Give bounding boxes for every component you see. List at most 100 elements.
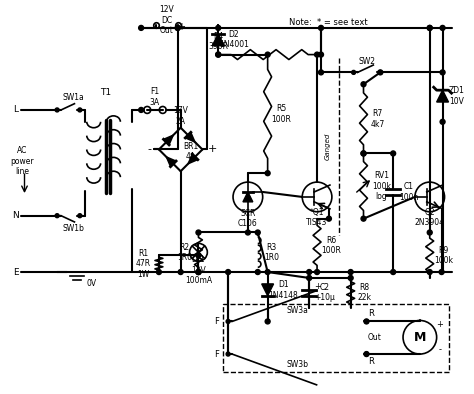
Circle shape bbox=[307, 275, 311, 281]
Text: C2
+10μ: C2 +10μ bbox=[315, 283, 336, 303]
Circle shape bbox=[255, 230, 260, 235]
Text: BR1
4A: BR1 4A bbox=[183, 142, 198, 161]
Circle shape bbox=[196, 269, 201, 275]
Circle shape bbox=[440, 26, 445, 30]
Text: +: + bbox=[315, 282, 321, 291]
Circle shape bbox=[427, 26, 432, 30]
Text: D1
1N4148: D1 1N4148 bbox=[269, 280, 298, 299]
Circle shape bbox=[255, 269, 260, 275]
Circle shape bbox=[315, 269, 319, 275]
Polygon shape bbox=[185, 132, 195, 142]
Circle shape bbox=[427, 269, 432, 275]
Circle shape bbox=[348, 275, 353, 281]
Text: +: + bbox=[436, 320, 443, 329]
Circle shape bbox=[196, 230, 201, 235]
Circle shape bbox=[365, 352, 368, 356]
Text: R4
390R: R4 390R bbox=[208, 32, 228, 52]
Text: SW3a: SW3a bbox=[286, 306, 308, 315]
Text: *Q1
TIS43: *Q1 TIS43 bbox=[306, 208, 328, 227]
Polygon shape bbox=[212, 34, 224, 46]
Circle shape bbox=[55, 108, 59, 112]
Text: T1: T1 bbox=[100, 87, 111, 97]
Text: LP1
12V
100mA: LP1 12V 100mA bbox=[185, 255, 212, 285]
Text: N: N bbox=[12, 211, 18, 220]
Text: 12V
DC
Out: 12V DC Out bbox=[159, 5, 174, 35]
Text: Q2
2N3904: Q2 2N3904 bbox=[415, 208, 445, 227]
Text: R8
22k: R8 22k bbox=[357, 283, 372, 303]
Text: RV1
100k
log: RV1 100k log bbox=[372, 171, 391, 201]
Circle shape bbox=[352, 71, 356, 74]
Circle shape bbox=[216, 52, 221, 57]
Circle shape bbox=[365, 320, 368, 323]
Text: Note:  * = see text: Note: * = see text bbox=[290, 19, 368, 28]
Text: R9
100k: R9 100k bbox=[434, 245, 453, 265]
Text: R1
47R
1W: R1 47R 1W bbox=[136, 249, 151, 279]
Circle shape bbox=[216, 26, 221, 30]
Polygon shape bbox=[437, 90, 448, 102]
Text: 0V: 0V bbox=[87, 279, 97, 288]
Text: SW1a: SW1a bbox=[63, 93, 84, 102]
Text: +: + bbox=[177, 22, 185, 32]
Text: F: F bbox=[214, 349, 219, 359]
Polygon shape bbox=[188, 154, 198, 164]
Circle shape bbox=[196, 253, 201, 258]
Text: L: L bbox=[14, 106, 18, 114]
Circle shape bbox=[378, 71, 383, 74]
Text: SW2: SW2 bbox=[358, 57, 375, 66]
Circle shape bbox=[265, 269, 270, 275]
Text: SCR
C106: SCR C106 bbox=[238, 209, 258, 229]
Text: C1
100n: C1 100n bbox=[399, 182, 419, 202]
Text: R5
100R: R5 100R bbox=[272, 104, 292, 124]
Polygon shape bbox=[166, 157, 176, 167]
Polygon shape bbox=[243, 192, 253, 202]
Circle shape bbox=[175, 26, 180, 30]
Circle shape bbox=[226, 269, 230, 275]
Text: -: - bbox=[147, 145, 151, 154]
Text: AC
power
line: AC power line bbox=[11, 147, 34, 176]
Circle shape bbox=[196, 269, 201, 275]
Circle shape bbox=[265, 171, 270, 176]
Circle shape bbox=[139, 26, 144, 30]
Circle shape bbox=[139, 108, 144, 112]
Circle shape bbox=[427, 230, 432, 235]
Polygon shape bbox=[164, 135, 173, 145]
Text: SW3b: SW3b bbox=[286, 361, 308, 370]
Text: R2
1R0: R2 1R0 bbox=[177, 243, 192, 262]
Circle shape bbox=[226, 352, 230, 356]
Circle shape bbox=[319, 26, 323, 30]
Circle shape bbox=[361, 82, 366, 87]
Circle shape bbox=[364, 351, 369, 357]
Circle shape bbox=[391, 151, 396, 156]
Bar bbox=[223, 304, 448, 372]
Text: R: R bbox=[368, 309, 374, 318]
Circle shape bbox=[315, 52, 319, 57]
Circle shape bbox=[327, 216, 331, 221]
Text: M: M bbox=[414, 331, 426, 344]
Circle shape bbox=[378, 70, 383, 75]
Text: SW1b: SW1b bbox=[63, 224, 84, 233]
Circle shape bbox=[265, 52, 270, 57]
Circle shape bbox=[348, 269, 353, 275]
Circle shape bbox=[391, 269, 396, 275]
Circle shape bbox=[226, 320, 230, 323]
Circle shape bbox=[178, 269, 183, 275]
Text: Out: Out bbox=[367, 333, 381, 342]
Text: F: F bbox=[214, 317, 219, 326]
Circle shape bbox=[156, 269, 161, 275]
Text: Ganged: Ganged bbox=[325, 133, 331, 160]
Circle shape bbox=[361, 151, 366, 156]
Circle shape bbox=[175, 26, 180, 30]
Text: R6
100R: R6 100R bbox=[321, 236, 341, 255]
Text: -: - bbox=[151, 22, 155, 32]
Circle shape bbox=[265, 319, 270, 324]
Text: E: E bbox=[13, 268, 18, 277]
Text: F1
3A: F1 3A bbox=[150, 87, 160, 107]
Circle shape bbox=[440, 70, 445, 75]
Text: R: R bbox=[368, 357, 374, 366]
Circle shape bbox=[216, 52, 221, 57]
Circle shape bbox=[319, 52, 323, 57]
Circle shape bbox=[196, 269, 201, 275]
Circle shape bbox=[361, 216, 366, 221]
Polygon shape bbox=[262, 284, 273, 296]
Circle shape bbox=[78, 108, 82, 112]
